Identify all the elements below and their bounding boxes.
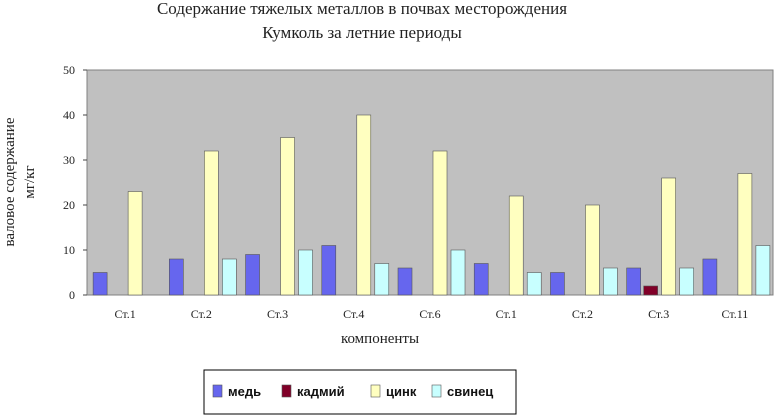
bar-кадмий-7	[643, 285, 658, 296]
bar-цинк-5	[508, 195, 524, 296]
y-tick-label: 50	[63, 63, 75, 77]
x-tick-label: Ст.11	[722, 307, 749, 321]
plot-area	[86, 69, 774, 296]
legend-swatch-медь	[212, 384, 223, 398]
bar-цинк-8	[737, 173, 753, 296]
x-tick-label: Ст.1	[115, 307, 136, 321]
x-tick-label: Ст.2	[191, 307, 212, 321]
legend-label-цинк: цинк	[386, 384, 417, 399]
legend: медь кадмий цинк свинец	[212, 384, 493, 399]
legend-label-кадмий: кадмий	[297, 384, 345, 399]
y-axis-label-group-2: мг/кг	[22, 165, 38, 198]
bar-цинк-6	[585, 204, 600, 296]
y-axis-label-group: валовое содержание	[2, 117, 18, 246]
bar-свинец-7	[679, 267, 694, 296]
legend-box	[203, 369, 517, 415]
bar-цинк-0	[127, 191, 143, 296]
bar-цинк-7	[661, 177, 676, 296]
bar-медь-4	[397, 267, 413, 296]
legend-swatch-свинец	[431, 384, 442, 398]
bar-медь-5	[473, 263, 489, 296]
y-tick-label: 20	[63, 198, 75, 212]
x-tick-label: Ст.3	[267, 307, 288, 321]
chart-title-line2: Кумколь за летние периоды	[262, 23, 462, 42]
legend-swatch-цинк	[370, 384, 381, 398]
x-axis-label: компоненты	[341, 331, 419, 347]
y-tick-label: 30	[63, 153, 75, 167]
x-tick-label: Ст.4	[343, 307, 364, 321]
legend-swatch-кадмий	[281, 384, 292, 398]
bar-цинк-2	[280, 137, 295, 296]
bar-свинец-2	[298, 249, 313, 296]
bar-свинец-6	[603, 267, 618, 296]
bar-свинец-1	[222, 258, 237, 296]
bar-медь-3	[321, 245, 337, 296]
bar-свинец-5	[526, 272, 542, 296]
bar-медь-1	[169, 258, 184, 296]
x-tick-label: Ст.1	[496, 307, 517, 321]
legend-label-свинец: свинец	[447, 384, 493, 399]
bar-свинец-4	[450, 249, 466, 296]
x-tick-label: Ст.6	[419, 307, 440, 321]
bar-медь-2	[245, 254, 260, 296]
y-ticks: 0 10 20 30 40 50	[63, 63, 87, 302]
y-tick-label: 40	[63, 108, 75, 122]
x-tick-label: Ст.3	[648, 307, 669, 321]
bar-свинец-8	[755, 245, 771, 296]
y-tick-label: 0	[69, 288, 75, 302]
chart-title-line1: Содержание тяжелых металлов в почвах мес…	[157, 0, 567, 18]
bars-group	[92, 114, 771, 296]
bar-медь-7	[626, 267, 641, 296]
y-tick-label: 10	[63, 243, 75, 257]
bar-медь-6	[550, 272, 565, 296]
y-axis-label-line2: мг/кг	[22, 165, 38, 198]
x-ticks: Ст.1 Ст.2 Ст.3 Ст.4 Ст.6 Ст.1 Ст.2 Ст.3 Ст.11	[115, 307, 749, 321]
bar-цинк-4	[432, 150, 448, 296]
bar-медь-8	[702, 258, 718, 296]
bar-медь-0	[92, 272, 108, 296]
x-tick-label: Ст.2	[572, 307, 593, 321]
bar-цинк-3	[356, 114, 372, 296]
legend-label-медь: медь	[228, 384, 261, 399]
bar-свинец-3	[374, 263, 390, 296]
bar-цинк-1	[204, 150, 219, 296]
y-axis-label-line1: валовое содержание	[2, 117, 18, 246]
